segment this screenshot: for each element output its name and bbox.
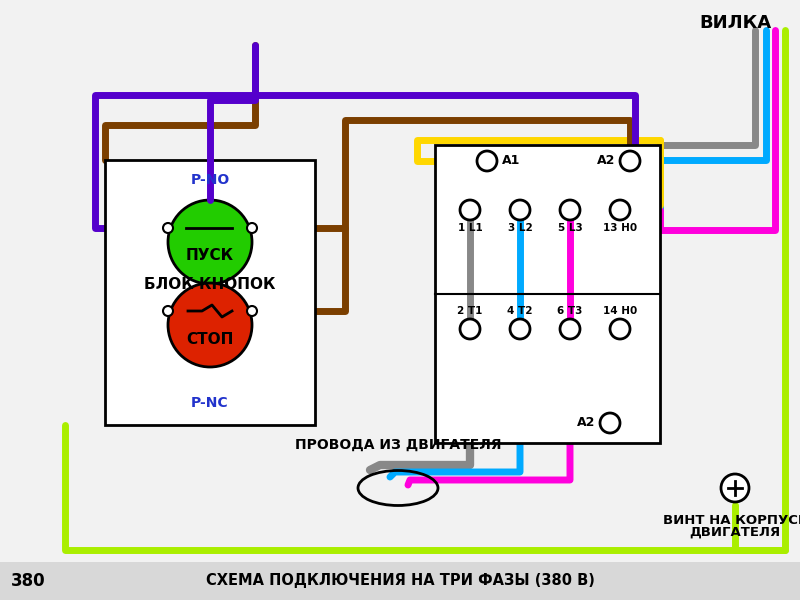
- Circle shape: [721, 474, 749, 502]
- Circle shape: [620, 151, 640, 171]
- Text: 3 L2: 3 L2: [508, 223, 532, 233]
- Text: P-NO: P-NO: [190, 173, 230, 187]
- Text: СХЕМА ПОДКЛЮЧЕНИЯ НА ТРИ ФАЗЫ (380 В): СХЕМА ПОДКЛЮЧЕНИЯ НА ТРИ ФАЗЫ (380 В): [206, 574, 594, 589]
- Text: 5 L3: 5 L3: [558, 223, 582, 233]
- Circle shape: [168, 200, 252, 284]
- Text: A2: A2: [597, 154, 615, 167]
- Circle shape: [560, 319, 580, 339]
- Text: P-NC: P-NC: [191, 396, 229, 410]
- Circle shape: [477, 151, 497, 171]
- Circle shape: [610, 319, 630, 339]
- Circle shape: [600, 413, 620, 433]
- Bar: [105, 160, 315, 425]
- Circle shape: [247, 223, 257, 233]
- Text: 1 L1: 1 L1: [458, 223, 482, 233]
- Circle shape: [460, 319, 480, 339]
- Circle shape: [163, 306, 173, 316]
- Text: СТОП: СТОП: [186, 331, 234, 346]
- Text: 6 T3: 6 T3: [558, 306, 582, 316]
- Circle shape: [510, 319, 530, 339]
- Text: 4 T2: 4 T2: [507, 306, 533, 316]
- Text: ПРОВОДА ИЗ ДВИГАТЕЛЯ: ПРОВОДА ИЗ ДВИГАТЕЛЯ: [295, 438, 502, 452]
- Text: 13 H0: 13 H0: [603, 223, 637, 233]
- Text: 14 H0: 14 H0: [603, 306, 637, 316]
- Circle shape: [247, 306, 257, 316]
- Circle shape: [163, 223, 173, 233]
- Circle shape: [610, 200, 630, 220]
- Text: ДВИГАТЕЛЯ: ДВИГАТЕЛЯ: [690, 526, 781, 539]
- Text: 2 T1: 2 T1: [458, 306, 482, 316]
- Circle shape: [510, 200, 530, 220]
- Text: 380: 380: [10, 572, 46, 590]
- Text: ВИЛКА: ВИЛКА: [699, 14, 771, 32]
- Text: ПУСК: ПУСК: [186, 248, 234, 263]
- Text: A2: A2: [577, 416, 595, 430]
- Circle shape: [460, 200, 480, 220]
- Text: БЛОК КНОПОК: БЛОК КНОПОК: [144, 277, 276, 292]
- Circle shape: [168, 283, 252, 367]
- Text: A1: A1: [502, 154, 520, 167]
- Bar: [435, 145, 660, 443]
- Text: ВИНТ НА КОРПУСЕ: ВИНТ НА КОРПУСЕ: [663, 514, 800, 527]
- Bar: [0, 562, 800, 600]
- Circle shape: [560, 200, 580, 220]
